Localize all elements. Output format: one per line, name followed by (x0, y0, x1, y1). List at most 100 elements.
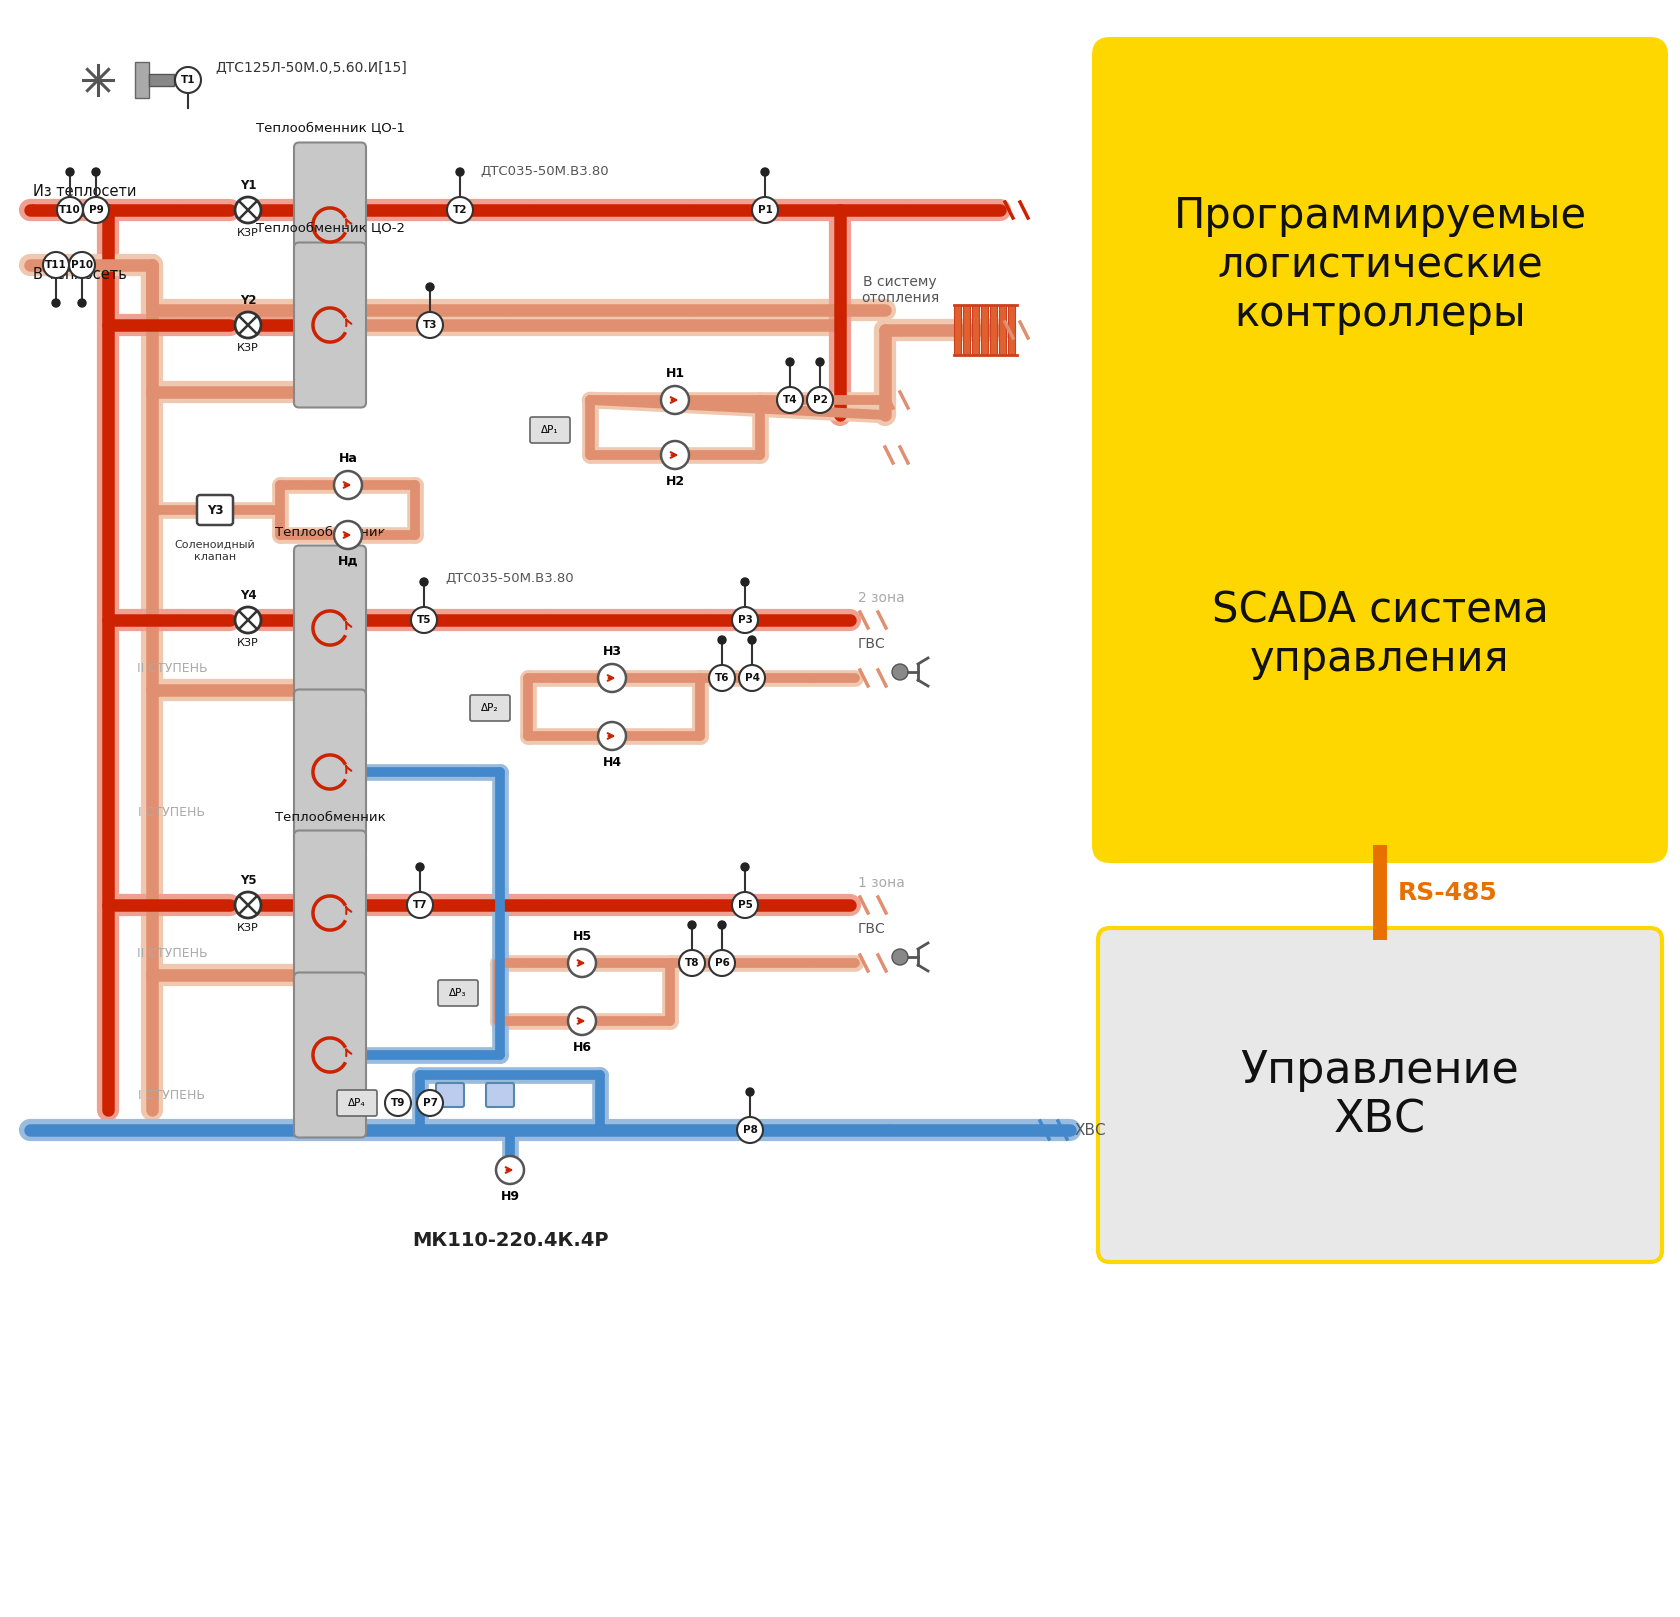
Bar (954, 306, 961, 356)
Text: P10: P10 (71, 260, 92, 270)
Circle shape (455, 168, 464, 176)
Text: Управление
ХВС: Управление ХВС (1240, 1048, 1519, 1142)
Text: Y1: Y1 (240, 179, 257, 192)
Circle shape (69, 252, 96, 278)
FancyBboxPatch shape (294, 831, 366, 996)
Text: ГВС: ГВС (858, 922, 885, 936)
Text: H5: H5 (573, 930, 591, 943)
Text: T9: T9 (391, 1098, 405, 1108)
FancyBboxPatch shape (470, 695, 511, 721)
Circle shape (738, 1117, 763, 1143)
Circle shape (568, 1007, 596, 1035)
Text: Теплообменник: Теплообменник (274, 810, 385, 823)
Circle shape (748, 635, 756, 644)
Circle shape (717, 635, 726, 644)
Circle shape (57, 197, 82, 223)
Text: МК110-220.4К.4Р: МК110-220.4К.4Р (412, 1231, 608, 1250)
Circle shape (746, 1088, 754, 1096)
Circle shape (447, 197, 474, 223)
Text: ΔP₃: ΔP₃ (449, 988, 467, 998)
Text: T11: T11 (45, 260, 67, 270)
Text: КЗР: КЗР (237, 639, 259, 648)
Text: T3: T3 (423, 320, 437, 330)
Circle shape (334, 471, 361, 500)
Text: H3: H3 (603, 645, 622, 658)
Circle shape (739, 665, 764, 690)
Text: КЗР: КЗР (237, 343, 259, 353)
Bar (990, 306, 998, 356)
Bar (971, 306, 979, 356)
Circle shape (496, 1156, 524, 1184)
Text: Нa: Нa (339, 453, 358, 466)
Circle shape (732, 606, 758, 632)
Text: Из теплосети: Из теплосети (34, 184, 136, 199)
Text: SCADA система
управления: SCADA система управления (1211, 590, 1549, 681)
Text: H9: H9 (501, 1190, 519, 1203)
Circle shape (175, 66, 202, 94)
Text: I СТУПЕНЬ: I СТУПЕНЬ (138, 805, 205, 818)
FancyBboxPatch shape (294, 243, 366, 407)
Text: P6: P6 (714, 957, 729, 969)
Text: P9: P9 (89, 205, 104, 215)
Text: В теплосеть: В теплосеть (34, 267, 126, 281)
Text: ΔP₁: ΔP₁ (541, 425, 559, 435)
Text: Y2: Y2 (240, 294, 257, 307)
Circle shape (598, 723, 627, 750)
Text: Y3: Y3 (207, 503, 223, 516)
Bar (134, 61, 150, 99)
Circle shape (417, 312, 444, 338)
Text: P4: P4 (744, 673, 759, 682)
Circle shape (420, 577, 428, 585)
Circle shape (660, 441, 689, 469)
Text: P2: P2 (813, 395, 828, 404)
Text: ΔP₂: ΔP₂ (480, 703, 499, 713)
Text: ДТС125Л-50М.0,5.60.И[15]: ДТС125Л-50М.0,5.60.И[15] (215, 61, 407, 74)
Text: T10: T10 (59, 205, 81, 215)
Circle shape (44, 252, 69, 278)
FancyBboxPatch shape (438, 980, 479, 1006)
Text: ХВС: ХВС (1075, 1122, 1107, 1137)
Text: I СТУПЕНЬ: I СТУПЕНЬ (138, 1088, 205, 1101)
Circle shape (660, 386, 689, 414)
Text: Теплообменник ЦО-2: Теплообменник ЦО-2 (255, 223, 405, 236)
Circle shape (568, 949, 596, 977)
Circle shape (235, 197, 260, 223)
FancyBboxPatch shape (197, 495, 234, 526)
Text: В систему
отопления: В систему отопления (860, 275, 939, 306)
Text: T4: T4 (783, 395, 798, 404)
Text: T6: T6 (714, 673, 729, 682)
Circle shape (598, 665, 627, 692)
Bar (963, 306, 969, 356)
Bar (1008, 306, 1015, 356)
Circle shape (235, 893, 260, 918)
Circle shape (235, 606, 260, 632)
Circle shape (417, 1090, 444, 1116)
Text: Y4: Y4 (240, 589, 257, 602)
Circle shape (816, 357, 823, 365)
FancyBboxPatch shape (294, 972, 366, 1137)
Circle shape (761, 168, 769, 176)
Text: 1 зона: 1 зона (858, 876, 906, 889)
Text: H2: H2 (665, 475, 684, 488)
FancyBboxPatch shape (486, 1083, 514, 1108)
Text: 2 зона: 2 зона (858, 590, 906, 605)
Circle shape (412, 606, 437, 632)
Bar (981, 306, 988, 356)
Circle shape (82, 197, 109, 223)
Text: ДТС035-50М.В3.80: ДТС035-50М.В3.80 (480, 165, 608, 178)
Circle shape (679, 951, 706, 977)
Text: Нд: Нд (338, 555, 358, 568)
Circle shape (892, 949, 907, 965)
Circle shape (741, 577, 749, 585)
Text: P5: P5 (738, 901, 753, 910)
Circle shape (786, 357, 795, 365)
Text: H4: H4 (603, 757, 622, 770)
Circle shape (235, 312, 260, 338)
Text: Программируемые
логистические
контроллеры: Программируемые логистические контроллер… (1173, 196, 1586, 335)
FancyBboxPatch shape (529, 417, 570, 443)
Text: P7: P7 (422, 1098, 437, 1108)
Circle shape (806, 386, 833, 412)
Text: Соленоидный
клапан: Соленоидный клапан (175, 540, 255, 561)
Circle shape (741, 863, 749, 872)
Circle shape (709, 951, 736, 977)
